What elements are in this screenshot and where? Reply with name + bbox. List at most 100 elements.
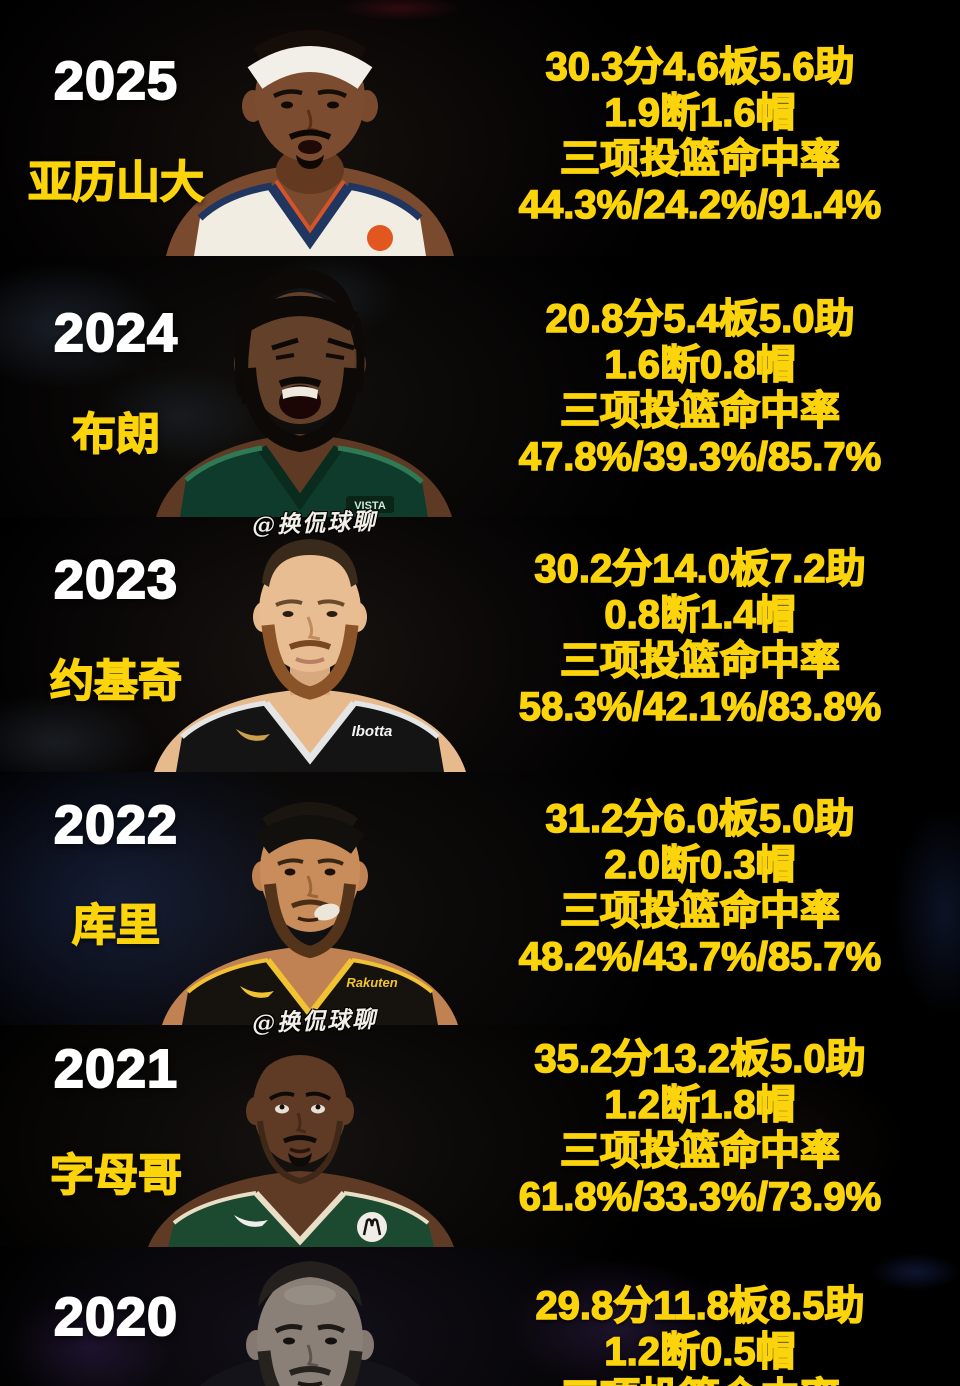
motorola-logo-icon [357, 1212, 387, 1242]
year-label: 2023 [53, 549, 179, 611]
jersey-neck-trim [267, 182, 353, 250]
player-hair [253, 30, 367, 64]
stat-line-percentages: 48.2%/43.7%/85.7% [518, 934, 882, 980]
stats-block: 30.3分4.6板5.6助 1.9断1.6帽 三项投篮命中率 44.3%/24.… [448, 44, 952, 228]
player-brow-right [305, 1091, 332, 1101]
stat-line-percentages: 58.3%/42.1%/83.8% [518, 684, 882, 730]
player-eye-right [324, 868, 336, 876]
jersey-sponsor-patch [346, 496, 394, 513]
year-label: 2024 [53, 302, 179, 364]
year-label: 2022 [53, 794, 179, 856]
player-brow-right [317, 858, 344, 866]
player-mustache [282, 1135, 318, 1144]
player-brow-left [272, 89, 303, 99]
jersey-strap-trim-right [343, 1191, 430, 1225]
player-nose [306, 1344, 319, 1368]
jersey-sponsor-text: Ibotta [352, 723, 393, 740]
player-eye-left [281, 101, 293, 109]
player-brow-left [277, 858, 304, 866]
player-photo-jokic: Ibotta [154, 539, 466, 772]
player-brow-left [271, 337, 299, 351]
player-eye-left [284, 868, 296, 876]
jersey-strap-trim-left [186, 958, 269, 994]
player-nose [306, 109, 319, 133]
player-brow-left [275, 599, 303, 607]
player-photo-brown: VISTA [156, 268, 452, 517]
row-left-column: 2024 布朗 [0, 256, 232, 517]
player-nose [306, 875, 319, 899]
player-beard [264, 883, 356, 959]
player-mustache [288, 640, 332, 650]
player-chin-beard [296, 155, 324, 169]
player-brow-left [268, 1091, 295, 1101]
player-mustache [278, 376, 322, 388]
stat-line-shooting-label: 三项投篮命中率 [559, 136, 841, 182]
stats-block: 30.2分14.0板7.2助 0.8断1.4帽 三项投篮命中率 58.3%/42… [448, 546, 952, 730]
jersey-neck-trim [253, 1190, 347, 1246]
player-row-2025: 2025 亚历山大 30.3分4.6板5.6助 1.9断1.6帽 三项投篮命中率… [0, 0, 960, 256]
player-eye-left [283, 1337, 295, 1345]
player-row-2020: 2020 29.8分11.8板8.5助 1.2断0.5帽 三项投篮命中率 [0, 1247, 960, 1386]
stat-line-basic: 29.8分11.8板8.5助 [535, 1283, 866, 1329]
player-hair [262, 802, 358, 830]
player-photo-sga [166, 30, 454, 256]
stats-block: 31.2分6.0板5.0助 2.0断0.3帽 三项投篮命中率 48.2%/43.… [448, 796, 952, 980]
row-left-column: 2022 库里 [0, 772, 232, 1025]
player-row-2022: Rakuten 2022 库里 31.2分6.0板5.0助 2.0断0.3帽 三… [0, 772, 960, 1025]
stat-line-basic: 30.3分4.6板5.6助 [545, 44, 856, 90]
nike-swoosh-icon [236, 729, 270, 741]
player-row-2023: Ibotta 2023 约基奇 30.2分14.0板7.2助 0.8断1.4帽 … [0, 517, 960, 772]
stat-line-shooting-label: 三项投篮命中率 [559, 638, 841, 684]
stat-line-basic: 31.2分6.0板5.0助 [545, 796, 856, 842]
player-head [257, 1273, 363, 1386]
headband-icon [247, 46, 373, 89]
player-name-cn: 字母哥 [49, 1150, 183, 1201]
stat-line-defense: 1.6断0.8帽 [604, 342, 797, 388]
player-head [245, 292, 355, 424]
player-head [259, 550, 361, 672]
headband-icon [255, 815, 365, 855]
jersey-neck-trim [257, 445, 343, 511]
player-mouth [289, 1147, 311, 1154]
jersey-strap-trim-right [347, 182, 423, 221]
player-brow-right [317, 89, 348, 99]
player-beard [240, 367, 360, 453]
player-jersey [176, 703, 444, 772]
player-brow-right [327, 337, 355, 351]
stat-line-percentages: 44.3%/24.2%/91.4% [518, 182, 882, 228]
player-name-cn: 布朗 [71, 409, 161, 460]
player-mouth [298, 140, 322, 154]
jersey-neck-trim [265, 958, 355, 1019]
player-brow-right [317, 1324, 346, 1334]
row-left-column: 2025 亚历山大 [0, 0, 232, 256]
player-pupil-right [315, 1104, 321, 1110]
player-eye-right [325, 353, 345, 360]
stat-line-shooting-label: 三项投篮命中率 [559, 1128, 841, 1174]
player-eye-left [275, 353, 295, 360]
player-beard [257, 1350, 363, 1386]
player-eye-right [326, 611, 338, 617]
jersey-sponsor-text: Rakuten [346, 975, 397, 990]
stat-line-percentages: 61.8%/33.3%/73.9% [518, 1174, 882, 1220]
watermark: @换侃球聊 [251, 1005, 378, 1038]
jersey-neck-trim-inner [274, 179, 346, 234]
stat-line-basic: 30.2分14.0板7.2助 [534, 546, 867, 592]
player-nose [306, 616, 321, 641]
jersey-sponsor-text: VISTA [354, 500, 386, 512]
team-logo-icon [367, 225, 393, 251]
player-mustache [288, 129, 332, 140]
player-name-cn: 约基奇 [49, 656, 183, 707]
stat-line-percentages: 47.8%/39.3%/85.7% [518, 434, 882, 480]
player-hair [262, 539, 358, 587]
jersey-strap-trim-left [172, 1191, 257, 1225]
player-photo-curry: Rakuten [162, 802, 458, 1025]
player-brow-right [317, 599, 345, 607]
player-eye-right [325, 1337, 337, 1345]
motorola-m-glyph [362, 1218, 382, 1236]
player-name-cn: 库里 [71, 900, 161, 951]
player-pupil-left [279, 1104, 285, 1110]
nike-swoosh-icon [240, 986, 274, 998]
stat-line-shooting-label: 三项投篮命中率 [559, 388, 841, 434]
stat-line-defense: 1.2断0.5帽 [604, 1329, 797, 1375]
